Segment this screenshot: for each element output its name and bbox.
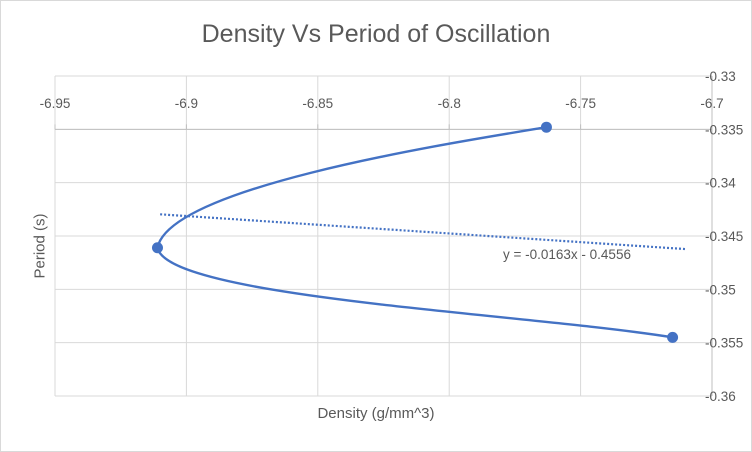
trendline-equation: y = -0.0163x - 0.4556: [503, 247, 631, 262]
y-tick-label: -0.36: [705, 389, 736, 404]
trendline-equation-group: y = -0.0163x - 0.4556: [503, 247, 631, 262]
x-tick-label: -6.9: [175, 96, 198, 111]
series-group: [151, 121, 679, 343]
series-line: [156, 126, 673, 339]
y-tick-label: -0.33: [705, 69, 736, 84]
data-point: [151, 242, 163, 254]
x-tick-label: -6.8: [438, 96, 461, 111]
data-point: [667, 331, 679, 343]
trendline-group: [160, 213, 686, 251]
data-point: [540, 121, 552, 133]
y-tick-label: -0.335: [705, 122, 743, 137]
y-tick-label: -0.345: [705, 229, 743, 244]
y-tick-labels: -0.33 -0.335 -0.34 -0.345 -0.35 -0.355 -0.36: [705, 69, 743, 404]
chart-title: Density Vs Period of Oscillation: [201, 20, 551, 48]
x-tick-label: -6.7: [700, 96, 723, 111]
y-tick-label: -0.34: [705, 176, 736, 191]
x-tick-label: -6.75: [565, 96, 596, 111]
axes: [54, 76, 713, 396]
y-axis-title: Period (s): [31, 213, 49, 279]
x-tick-labels: -6.95 -6.9 -6.85 -6.8 -6.75 -6.7: [40, 96, 724, 111]
horizontal-gridlines: [55, 75, 712, 397]
y-tick-label: -0.35: [705, 282, 736, 297]
y-tick-label: -0.355: [705, 336, 743, 351]
x-axis-title: Density (g/mm^3): [317, 405, 435, 422]
x-tick-label: -6.85: [302, 96, 333, 111]
trendline: [160, 213, 686, 251]
x-tick-label: -6.95: [40, 96, 71, 111]
